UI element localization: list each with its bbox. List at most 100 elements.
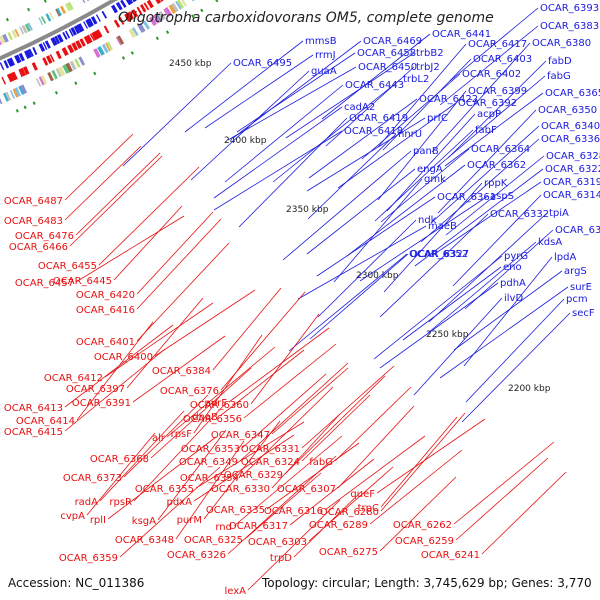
callout-line <box>431 42 531 153</box>
reverse-gene-arrow <box>124 13 131 22</box>
reverse-gene-arrow <box>89 33 95 42</box>
forward-gene-arrow <box>3 60 10 69</box>
reverse-gene-arrow <box>6 73 14 83</box>
reverse-gene-label: OCAR_6400 <box>94 352 153 363</box>
forward-gene-label: OCAR_6402 <box>462 69 521 80</box>
forward-gene-arrow <box>62 31 68 40</box>
cog-feature-block <box>115 36 122 46</box>
cog-feature-block <box>18 85 25 95</box>
callout-line <box>465 298 565 403</box>
forward-gene-label: OCAR_6393 <box>540 3 599 14</box>
reverse-gene-label: OCAR_6413 <box>4 403 63 414</box>
forward-gene-arrow <box>32 46 38 56</box>
callout-line <box>379 213 489 318</box>
reverse-gene-label: lexA <box>224 586 246 597</box>
reverse-gene-label: OCAR_6360 <box>190 400 249 411</box>
callout-line <box>447 60 547 159</box>
forward-gene-label: fabG <box>547 71 571 82</box>
forward-gene-label: aspS <box>490 191 514 202</box>
callout-line <box>413 297 503 396</box>
callout-line <box>334 386 412 462</box>
cog-feature-block <box>24 23 31 32</box>
reverse-gene-label: OCAR_6241 <box>421 550 480 561</box>
callout-line <box>122 62 232 167</box>
cog-feature-block <box>27 22 33 31</box>
forward-gene-arrow <box>14 55 20 64</box>
callout-line <box>337 102 457 189</box>
forward-gene-label: OCAR_6443 <box>345 80 404 91</box>
callout-line <box>238 117 348 228</box>
callout-line <box>383 182 483 293</box>
callout-line <box>212 287 282 371</box>
forward-gene-label: OCAR_6418 <box>344 126 403 137</box>
forward-gene-label: OCAR_6422 <box>419 94 478 105</box>
callout-line <box>439 286 569 379</box>
forward-gene-arrow <box>101 10 108 19</box>
forward-gene-label: trbL2 <box>403 74 429 85</box>
reverse-gene-label: OCAR_6455 <box>38 261 97 272</box>
cog-feature-block <box>93 48 101 58</box>
reverse-gene-arrow <box>67 44 75 54</box>
cog-feature-block <box>40 16 47 24</box>
gc-content-tick <box>165 30 170 34</box>
reverse-gene-label: OCAR_6384 <box>152 366 211 377</box>
reverse-gene-label: rpsR <box>109 497 132 508</box>
callout-line <box>432 181 542 256</box>
callout-line <box>219 349 305 417</box>
reverse-gene-label: OCAR_6330 <box>211 484 270 495</box>
cog-feature-block <box>45 13 52 22</box>
callout-line <box>175 440 245 540</box>
forward-gene-label: OCAR_6327 <box>410 249 469 260</box>
callout-line <box>402 266 502 341</box>
forward-gene-arrow <box>111 4 118 14</box>
callout-line <box>203 420 281 520</box>
cog-feature-block <box>175 0 182 10</box>
forward-gene-label: fabD <box>548 56 572 67</box>
forward-gene-arrow <box>18 52 25 62</box>
reverse-gene-label: OCAR_6373 <box>63 473 122 484</box>
forward-gene-label: surE <box>570 282 592 293</box>
callout-line <box>247 499 341 591</box>
callout-line <box>359 195 489 282</box>
callout-line <box>301 365 395 449</box>
reverse-gene-arrow <box>136 6 143 15</box>
reverse-gene-arrow <box>83 35 91 45</box>
reverse-gene-label: cvpA <box>60 511 85 522</box>
forward-gene-label: trbB2 <box>416 48 444 59</box>
genome-backbone-arc <box>0 0 118 61</box>
cog-feature-block <box>55 8 60 17</box>
callout-line <box>190 70 310 181</box>
forward-gene-label: panB <box>413 146 439 157</box>
reverse-gene-label: trpC <box>358 503 379 514</box>
accession-text: Accession: NC_011386 <box>8 576 145 590</box>
topology-text: Topology: circular; Length: 3,745,629 bp… <box>262 576 592 590</box>
callout-line <box>376 418 486 494</box>
reverse-gene-arrow <box>155 0 162 5</box>
forward-gene-arrow <box>73 25 81 34</box>
callout-line <box>379 476 457 552</box>
reverse-gene-label: radA <box>75 497 99 508</box>
gc-content-tick <box>215 0 219 3</box>
gc-content-tick <box>93 71 97 76</box>
reverse-gene-arrow <box>1 76 7 85</box>
cog-feature-block <box>49 11 54 20</box>
reverse-gene-label: OCAR_6368 <box>90 454 149 465</box>
forward-gene-label: eno <box>503 262 522 273</box>
callout-line <box>213 130 343 211</box>
cog-feature-block <box>14 28 20 37</box>
callout-line <box>64 145 142 221</box>
callout-line <box>213 106 343 199</box>
reverse-gene-label: OCAR_6259 <box>395 536 454 547</box>
map-title: Oligotropha carboxidovorans OM5, complet… <box>118 10 494 26</box>
cog-feature-block <box>2 92 9 102</box>
callout-line <box>436 75 546 168</box>
callout-line <box>380 412 466 512</box>
forward-gene-arrow <box>38 43 46 52</box>
forward-gene-label: kdsA <box>538 237 562 248</box>
callout-line <box>301 394 371 462</box>
callout-line <box>439 25 539 106</box>
forward-gene-arrow <box>95 14 101 22</box>
reverse-gene-arrow <box>71 42 79 51</box>
forward-gene-label: OCAR_6380 <box>532 38 591 49</box>
